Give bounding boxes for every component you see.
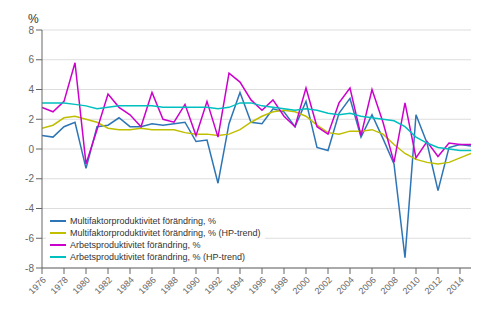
svg-text:0: 0 [28, 144, 34, 155]
html-text:Multifaktorproduktivitet förän: Multifaktorproduktivitet förändring, % [70, 216, 217, 226]
svg-text:1992: 1992 [203, 275, 224, 296]
svg-text:2002: 2002 [313, 275, 334, 296]
svg-text:8: 8 [28, 25, 34, 36]
html-text:Multifaktorproduktivitet förän: Multifaktorproduktivitet förändring, % (… [70, 228, 261, 238]
svg-text:1996: 1996 [247, 275, 268, 296]
svg-text:2004: 2004 [335, 275, 356, 296]
svg-text:2014: 2014 [445, 275, 466, 296]
svg-text:-2: -2 [25, 173, 34, 184]
svg-text:2006: 2006 [357, 275, 378, 296]
svg-text:6: 6 [28, 54, 34, 65]
svg-text:2000: 2000 [291, 275, 312, 296]
svg-text:2012: 2012 [423, 275, 444, 296]
svg-text:1984: 1984 [115, 275, 136, 296]
svg-text:1998: 1998 [269, 275, 290, 296]
svg-text:1994: 1994 [225, 275, 246, 296]
html-text:Arbetsproduktivitet förändring: Arbetsproduktivitet förändring, % (HP-tr… [70, 252, 246, 262]
svg-text:1978: 1978 [49, 275, 70, 296]
svg-text:1980: 1980 [71, 275, 92, 296]
svg-text:1982: 1982 [93, 275, 114, 296]
svg-text:1986: 1986 [137, 275, 158, 296]
svg-text:2010: 2010 [401, 275, 422, 296]
svg-text:-8: -8 [25, 263, 34, 274]
svg-text:2: 2 [28, 114, 34, 125]
svg-text:-6: -6 [25, 233, 34, 244]
svg-text:1988: 1988 [159, 275, 180, 296]
svg-text:1990: 1990 [181, 275, 202, 296]
svg-text:-4: -4 [25, 203, 34, 214]
html-text:Arbetsproduktivitet förändring: Arbetsproduktivitet förändring, % [70, 240, 201, 250]
svg-text:2008: 2008 [379, 275, 400, 296]
svg-text:1976: 1976 [27, 275, 48, 296]
svg-text:4: 4 [28, 84, 34, 95]
